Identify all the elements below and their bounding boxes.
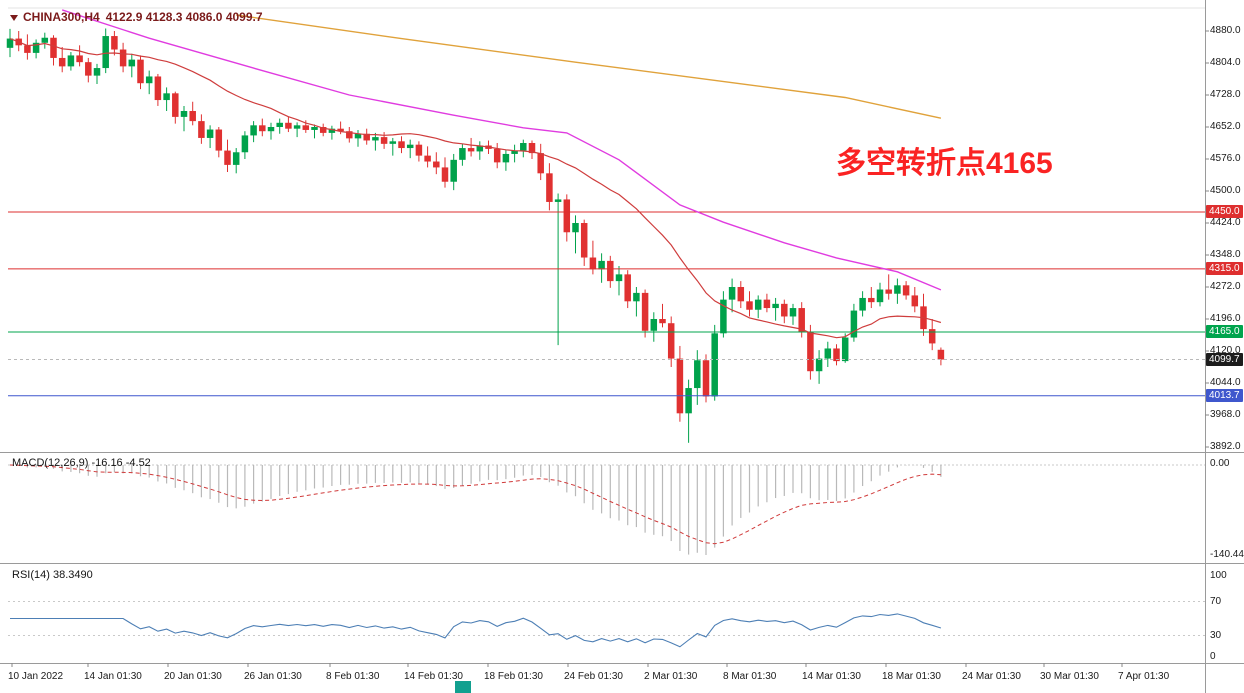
- taskbar-chip[interactable]: [455, 681, 471, 693]
- time-tick-label: 26 Jan 01:30: [244, 671, 302, 682]
- price-badge: 4315.0: [1206, 261, 1243, 275]
- ohlc-values: 4122.9 4128.3 4086.0 4099.7: [105, 10, 263, 24]
- annotation-text: 多空转折点4165: [836, 147, 1053, 180]
- rsi-axis-label: 0: [1210, 651, 1216, 662]
- macd-axis-label: 0.00: [1210, 458, 1230, 469]
- rsi-axis-label: 100: [1210, 570, 1227, 581]
- price-label: 4044.0: [1210, 376, 1241, 388]
- macd-panel: [8, 464, 1205, 555]
- price-label: 4196.0: [1210, 312, 1241, 324]
- chart-symbol-icon: [10, 14, 18, 21]
- time-tick-label: 14 Mar 01:30: [802, 671, 861, 682]
- time-tick-label: 24 Mar 01:30: [962, 671, 1021, 682]
- time-tick-label: 24 Feb 01:30: [564, 671, 623, 682]
- symbol-period-label: CHINA300,H4: [23, 10, 100, 24]
- time-tick-label: 8 Feb 01:30: [326, 671, 380, 682]
- price-badge: 4165.0: [1206, 325, 1243, 339]
- price-label: 4424.0: [1210, 216, 1241, 228]
- time-tick-label: 14 Jan 01:30: [84, 671, 142, 682]
- rsi-name: RSI(14): [12, 569, 50, 581]
- price-label: 4880.0: [1210, 25, 1241, 36]
- time-tick-label: 14 Feb 01:30: [404, 671, 463, 682]
- price-label: 3892.0: [1210, 440, 1241, 452]
- time-tick-label: 8 Mar 01:30: [723, 671, 777, 682]
- level-lines: [8, 211, 1205, 397]
- time-tick-label: 18 Mar 01:30: [882, 671, 941, 682]
- price-label: 4120.0: [1210, 344, 1241, 356]
- price-label: 4652.0: [1210, 120, 1241, 132]
- rsi-panel: [8, 601, 1205, 648]
- price-label: 4500.0: [1210, 184, 1241, 196]
- macd-axis-label: -140.44: [1210, 549, 1244, 560]
- macd-values: -16.16 -4.52: [91, 457, 151, 469]
- price-label: 3968.0: [1210, 408, 1241, 420]
- rsi-axis-label: 30: [1210, 629, 1222, 641]
- time-tick-label: 20 Jan 01:30: [164, 671, 222, 682]
- time-tick-label: 10 Jan 2022: [8, 671, 64, 682]
- macd-label: MACD(12,26,9) -16.16 -4.52: [12, 457, 151, 469]
- chart-title: CHINA300,H4 4122.9 4128.3 4086.0 4099.7: [10, 10, 263, 24]
- price-label: 4804.0: [1210, 56, 1241, 68]
- rsi-label: RSI(14) 38.3490: [12, 569, 93, 581]
- time-tick-label: 30 Mar 01:30: [1040, 671, 1099, 682]
- rsi-value: 38.3490: [52, 569, 93, 581]
- price-label: 4728.0: [1210, 88, 1241, 100]
- time-tick-label: 18 Feb 01:30: [484, 671, 543, 682]
- time-tick-label: 7 Apr 01:30: [1118, 671, 1170, 682]
- price-label: 4576.0: [1210, 152, 1241, 164]
- rsi-axis-label: 70: [1210, 595, 1222, 607]
- price-label: 4272.0: [1210, 280, 1241, 292]
- macd-name: MACD(12,26,9): [12, 457, 89, 469]
- ma-overlays: [9, 9, 942, 339]
- price-label: 4348.0: [1210, 248, 1241, 260]
- time-tick-label: 2 Mar 01:30: [644, 671, 698, 682]
- price-badge: 4450.0: [1206, 205, 1243, 219]
- price-badge: 4099.7: [1206, 352, 1243, 366]
- price-badge: 4013.7: [1206, 388, 1243, 402]
- candles-group: [6, 28, 945, 443]
